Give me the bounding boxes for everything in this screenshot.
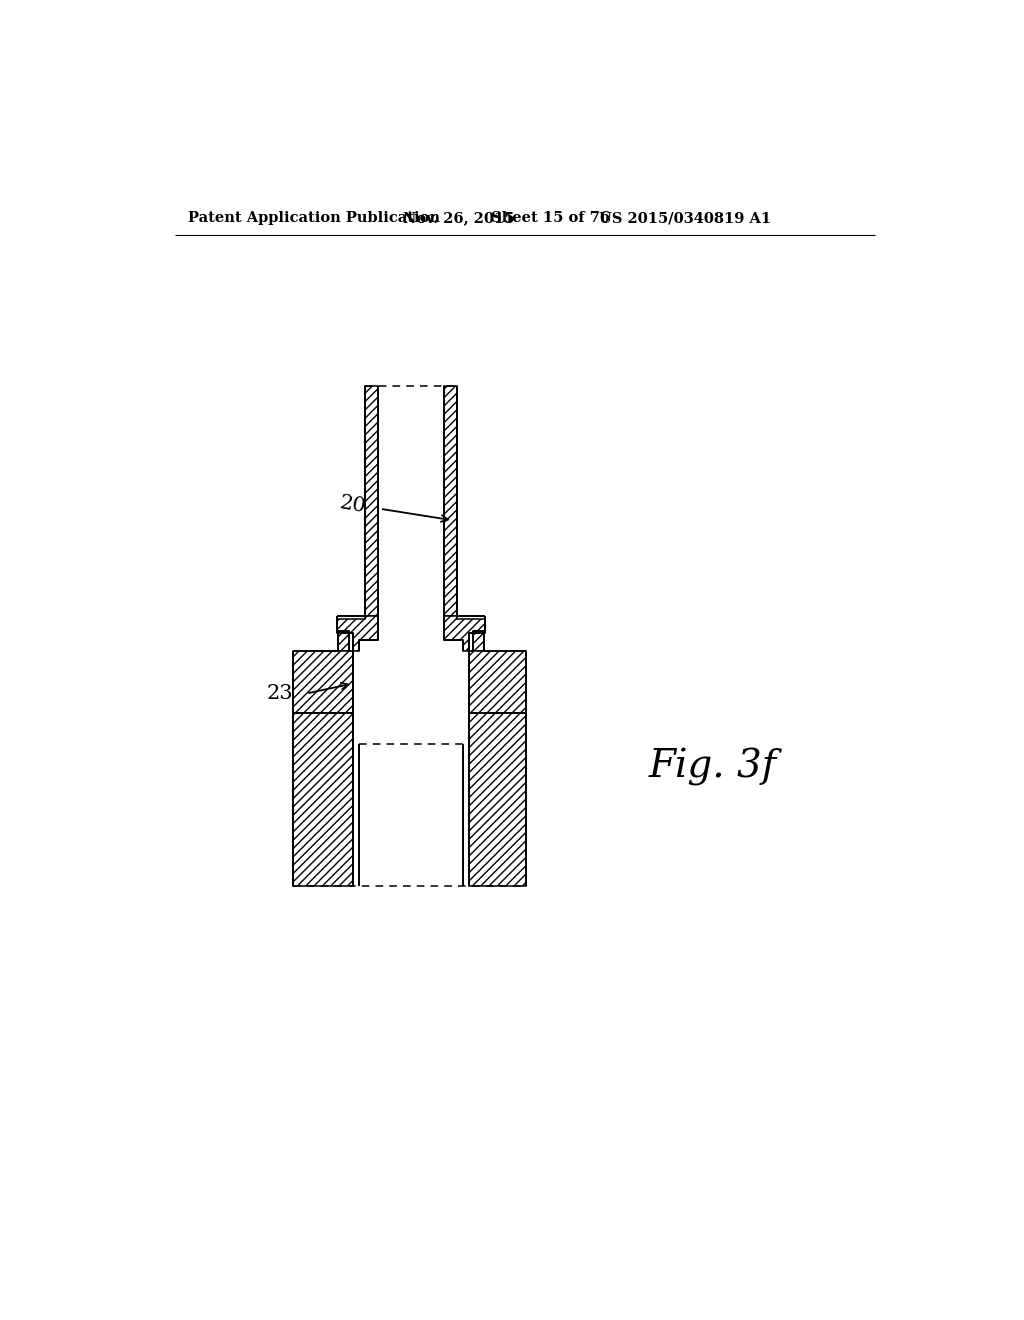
Polygon shape — [366, 385, 378, 615]
Text: Nov. 26, 2015: Nov. 26, 2015 — [403, 211, 515, 226]
Polygon shape — [337, 615, 378, 651]
Polygon shape — [338, 631, 349, 651]
Polygon shape — [473, 631, 483, 651]
Polygon shape — [293, 713, 352, 886]
Polygon shape — [293, 651, 352, 713]
Text: 23: 23 — [266, 684, 293, 704]
Polygon shape — [469, 651, 525, 713]
Polygon shape — [444, 615, 484, 651]
Polygon shape — [444, 385, 457, 615]
Text: 20: 20 — [338, 494, 368, 516]
Polygon shape — [469, 713, 525, 886]
Text: Patent Application Publication: Patent Application Publication — [188, 211, 440, 226]
Text: US 2015/0340819 A1: US 2015/0340819 A1 — [599, 211, 771, 226]
Text: Sheet 15 of 76: Sheet 15 of 76 — [490, 211, 609, 226]
Text: Fig. 3f: Fig. 3f — [649, 747, 777, 785]
